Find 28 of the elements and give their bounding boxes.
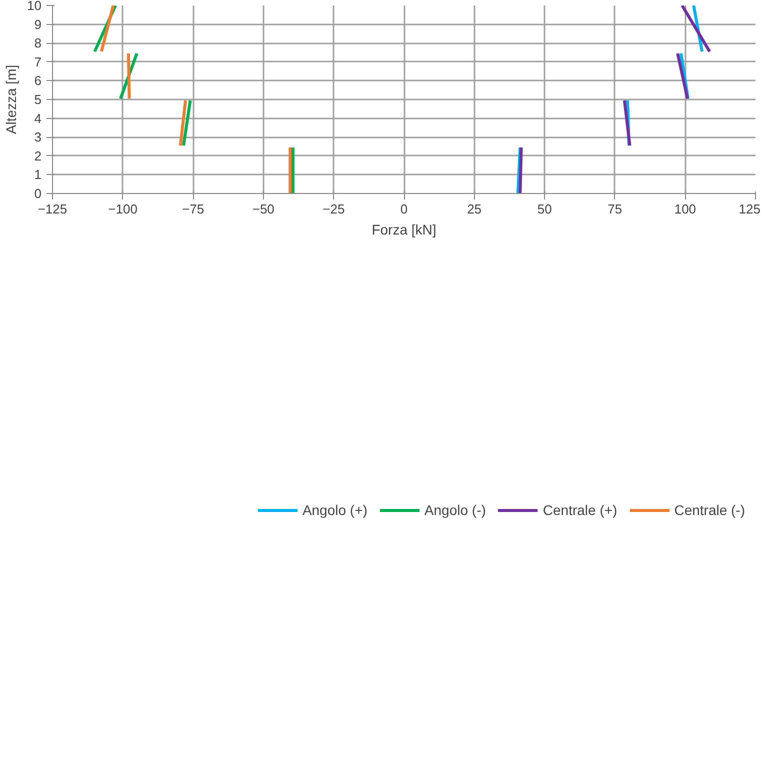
x-tick-label: 75	[608, 202, 622, 216]
x-tick-label: 125	[738, 202, 761, 216]
legend-label: Angolo (-)	[424, 502, 486, 518]
x-tick-label: −50	[252, 202, 274, 216]
legend-label: Centrale (+)	[542, 502, 618, 518]
x-tick-label: 100	[674, 202, 696, 216]
x-axis-title: Forza [kN]	[372, 222, 436, 238]
legend-label: Angolo (+)	[302, 502, 368, 518]
y-tick-label: 1	[34, 167, 42, 182]
y-tick-label: 10	[27, 0, 42, 13]
y-tick-label: 0	[34, 186, 42, 201]
y-tick-label: 9	[34, 16, 42, 32]
y-tick-label: 8	[34, 36, 42, 51]
x-tick-label: −125	[38, 202, 68, 216]
y-tick-label: 5	[34, 92, 42, 107]
legend-label: Centrale (-)	[674, 502, 745, 518]
x-tick-label: −25	[322, 202, 345, 216]
x-tick-label: −75	[182, 202, 204, 216]
y-axis-title: Altezza [m]	[3, 64, 20, 134]
x-tick-label: 50	[537, 202, 552, 216]
y-tick-label: 3	[34, 130, 42, 145]
x-tick-label: −100	[108, 202, 138, 216]
y-tick-label: 6	[34, 73, 42, 88]
x-tick-label: 0	[400, 202, 408, 216]
y-tick-label: 2	[34, 148, 42, 164]
x-tick-label: 25	[467, 202, 482, 216]
y-tick-label: 4	[34, 110, 42, 126]
y-tick-label: 7	[34, 54, 42, 70]
